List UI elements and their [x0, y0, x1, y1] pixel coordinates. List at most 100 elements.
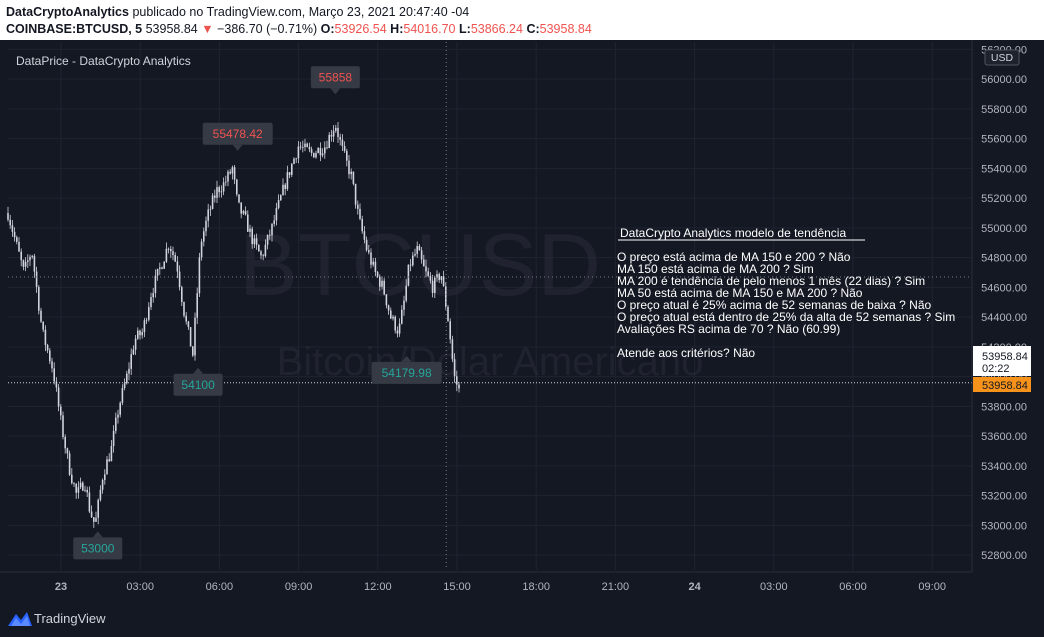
candle-body [108, 459, 110, 462]
candle-body [383, 280, 385, 295]
candle-body [49, 350, 51, 362]
currency-badge[interactable] [984, 49, 1020, 66]
candle-body [242, 211, 245, 214]
candle-body [165, 248, 168, 262]
candle-body [409, 264, 412, 266]
candle-body [275, 208, 278, 221]
candle-body [390, 310, 392, 319]
open-label: O: [320, 22, 335, 36]
candle-body [231, 167, 234, 174]
candle-body [295, 158, 297, 160]
low-value: 53866.24 [470, 22, 523, 36]
candle-body [57, 387, 60, 407]
price-tick: 54600.00 [981, 282, 1027, 294]
price-tick: 55400.00 [981, 163, 1027, 175]
tradingview-brand[interactable]: TradingView [34, 611, 106, 626]
candle-body [374, 261, 377, 273]
time-tick: 09:00 [918, 581, 946, 593]
crosshair-price-tag [973, 346, 1031, 376]
symbol-label: COINBASE:BTCUSD, 5 [6, 22, 143, 36]
candle-body [357, 204, 359, 209]
candle-body [132, 349, 135, 355]
candle-body [214, 195, 216, 198]
candle-body [198, 257, 201, 294]
panel-criterion: MA 200 é tendência de pelo menos 1 mês (… [617, 274, 925, 288]
candle-body [438, 274, 440, 280]
time-tick: 06:00 [206, 581, 234, 593]
price-tick: 53600.00 [981, 431, 1027, 443]
candle-body [218, 187, 220, 193]
candle-body [84, 489, 86, 491]
ohlc-bar: COINBASE:BTCUSD, 5 53958.84 ▼ −386.70 (−… [6, 22, 592, 36]
candle-body [365, 239, 368, 251]
candle-body [352, 171, 355, 184]
candle-body [11, 225, 14, 232]
candle-body [181, 287, 183, 302]
price-axis[interactable]: 56200.0056000.0055800.0055600.0055400.00… [981, 44, 1027, 562]
candle-body [258, 244, 260, 252]
candle-body [152, 293, 154, 298]
candle-body [196, 293, 198, 318]
time-tick: 12:00 [364, 581, 392, 593]
pivot-value: 55858 [319, 70, 353, 84]
candle-body [73, 483, 75, 484]
panel-result: Atende aos critérios? Não [617, 346, 755, 360]
tradingview-logo-icon[interactable] [8, 610, 32, 626]
candle-body [302, 147, 304, 148]
candle-body [418, 246, 421, 251]
candle-body [361, 218, 363, 232]
candle-body [412, 255, 414, 266]
time-axis[interactable]: 23 03:00 06:00 09:00 12:00 15:00 18:00 21:00 24 0… [55, 581, 946, 593]
trend-model-panel: DataCrypto Analytics modelo de tendência… [617, 226, 955, 360]
candle-body [13, 231, 16, 238]
publish-text: publicado no TradingView.com, Março 23, … [132, 5, 470, 19]
candle-body [75, 483, 77, 493]
time-tick: 24 [688, 581, 701, 593]
candle-body [394, 316, 396, 331]
candle-body [126, 373, 128, 384]
candle-body [416, 246, 418, 254]
candle-body [376, 272, 379, 277]
time-tick: 15:00 [443, 581, 471, 593]
pivot-low-label: 54100 [173, 367, 223, 396]
candle-body [68, 453, 71, 475]
candle-body [229, 171, 231, 174]
candle-body [414, 253, 416, 256]
chart-header: DataCryptoAnalytics publicado no Trading… [0, 0, 1044, 40]
close-value: 53958.84 [539, 22, 592, 36]
candle-body [121, 387, 124, 403]
candle-body [203, 231, 205, 242]
high-label: H: [390, 22, 404, 36]
candle-body [159, 267, 161, 269]
candle-body [192, 346, 194, 356]
pivot-labels: 55478.42 55858 54100 54179.98 53000 [73, 66, 442, 560]
candle-body [86, 489, 88, 493]
price-tick: 55000.00 [981, 223, 1027, 235]
candle-body [293, 158, 295, 164]
candle-body [313, 152, 315, 158]
price-tick: 53200.00 [981, 491, 1027, 503]
candle-body [288, 172, 291, 175]
candlestick-series [7, 121, 460, 528]
footer-bar: TradingView [0, 600, 1044, 637]
candle-body [458, 384, 460, 389]
candle-body [115, 417, 117, 432]
chart-area[interactable]: BTCUSD Bitcoin/Dólar Americano 55478.42 5… [0, 40, 1044, 600]
candle-body [335, 127, 337, 131]
candle-body [130, 354, 132, 369]
down-arrow-icon: ▼ [201, 22, 214, 36]
candle-body [88, 492, 91, 512]
candle-body [420, 250, 423, 260]
candle-body [82, 482, 84, 491]
candle-body [55, 381, 58, 388]
candle-body [271, 223, 273, 236]
pivot-value: 54179.98 [382, 366, 432, 380]
candle-body [194, 317, 196, 356]
change-value: −386.70 (−0.71%) [217, 22, 318, 36]
candle-body [139, 330, 141, 336]
candle-body [172, 251, 174, 255]
candle-body [264, 244, 267, 257]
author-name[interactable]: DataCryptoAnalytics [6, 5, 129, 19]
candle-body [277, 200, 280, 209]
pivot-value: 54100 [181, 378, 215, 392]
